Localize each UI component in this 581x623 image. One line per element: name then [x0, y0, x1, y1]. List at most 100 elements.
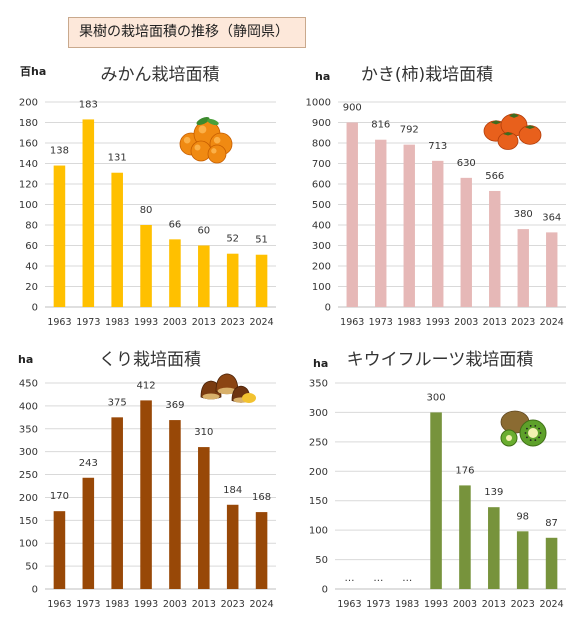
y-unit-label: 百ha	[20, 65, 46, 78]
data-label: 816	[371, 120, 390, 131]
y-unit-label: ha	[315, 70, 330, 83]
page-title: 果樹の栽培面積の推移（静岡県）	[68, 17, 306, 48]
x-tick-label: 2013	[483, 317, 507, 328]
x-tick-label: 2024	[249, 317, 273, 328]
x-tick-label: 2003	[453, 599, 477, 610]
data-label: 66	[169, 219, 182, 230]
x-tick-label: 1973	[366, 599, 390, 610]
x-tick-label: 1993	[424, 599, 448, 610]
x-tick-label: 1983	[105, 599, 129, 610]
data-label: 98	[516, 511, 529, 522]
x-tick-label: 2024	[249, 599, 273, 610]
data-label: 566	[485, 171, 504, 182]
persimmon-fruit-icon	[483, 113, 542, 150]
x-tick-label: 1963	[47, 317, 71, 328]
data-label: 364	[542, 212, 561, 223]
bar	[111, 172, 123, 307]
data-label: 184	[223, 485, 242, 496]
chart-2: かき(柿)栽培面積 ha 0 100 200 300 400 500 600 700 800 900 1…	[306, 65, 566, 328]
y-tick-label: 80	[25, 221, 38, 232]
x-tick-label: 1993	[134, 317, 158, 328]
data-label: 412	[137, 380, 156, 391]
missing-value-label: …	[344, 573, 354, 584]
x-tick-label: 1973	[76, 317, 100, 328]
bar	[169, 239, 181, 307]
y-tick-label: 160	[19, 139, 38, 150]
data-label: 792	[400, 125, 419, 136]
y-tick-label: 700	[312, 159, 331, 170]
data-label: 380	[514, 209, 533, 220]
x-tick-label: 2023	[511, 317, 535, 328]
y-tick-label: 200	[19, 493, 38, 504]
data-label: 131	[108, 153, 127, 164]
bar	[140, 225, 152, 307]
y-tick-label: 100	[312, 282, 331, 293]
bar	[53, 165, 66, 307]
x-tick-label: 2013	[192, 317, 216, 328]
bar	[53, 511, 66, 589]
y-unit-label: ha	[313, 357, 328, 370]
x-tick-label: 1983	[395, 599, 419, 610]
x-tick-label: 2003	[163, 317, 187, 328]
data-label: 52	[226, 234, 239, 245]
y-tick-label: 1000	[306, 98, 331, 109]
mikan-fruit-icon	[179, 116, 233, 164]
bar	[488, 507, 500, 589]
bar	[516, 531, 529, 589]
y-tick-label: 250	[309, 437, 328, 448]
y-tick-label: 0	[325, 303, 331, 314]
chestnut-icon	[200, 373, 256, 403]
x-tick-label: 1983	[397, 317, 421, 328]
kiwi-fruit-icon	[500, 410, 547, 447]
x-tick-label: 2003	[163, 599, 187, 610]
data-label: 243	[79, 458, 98, 469]
y-tick-label: 450	[19, 379, 38, 390]
y-tick-label: 150	[19, 516, 38, 527]
x-tick-label: 2024	[540, 317, 564, 328]
chart-3: くり栽培面積 ha 0 50 100 150 200 250 300 350 400 450 170 19…	[18, 350, 276, 610]
y-tick-label: 250	[19, 470, 38, 481]
y-tick-label: 900	[312, 118, 331, 129]
bar	[460, 177, 472, 307]
y-tick-label: 50	[315, 555, 328, 566]
bar	[546, 232, 558, 307]
x-tick-label: 1963	[340, 317, 364, 328]
data-label: 80	[140, 205, 153, 216]
bar	[346, 122, 358, 307]
y-tick-label: 50	[25, 562, 38, 573]
y-tick-label: 20	[25, 282, 38, 293]
y-tick-label: 180	[19, 118, 38, 129]
bar	[111, 417, 123, 589]
data-label: 139	[484, 487, 503, 498]
data-label: 310	[194, 427, 213, 438]
x-tick-label: 2023	[221, 317, 245, 328]
bar	[226, 504, 239, 589]
data-label: 300	[427, 392, 446, 403]
bar	[489, 190, 501, 307]
y-tick-label: 100	[309, 526, 328, 537]
y-tick-label: 200	[19, 98, 38, 109]
bar	[517, 229, 529, 307]
bar	[82, 477, 95, 589]
x-tick-label: 2023	[221, 599, 245, 610]
y-tick-label: 40	[25, 262, 38, 273]
data-label: 176	[455, 465, 474, 476]
x-tick-label: 1963	[337, 599, 361, 610]
y-tick-label: 300	[312, 241, 331, 252]
x-tick-label: 2003	[454, 317, 478, 328]
y-unit-label: ha	[18, 353, 33, 366]
bar	[459, 485, 471, 589]
bar	[255, 254, 268, 307]
y-tick-label: 60	[25, 241, 38, 252]
x-tick-label: 1973	[369, 317, 393, 328]
chart-1: みかん栽培面積 百ha 0 20 40 60 80 100 120 140 160 180 200 138…	[19, 65, 276, 328]
y-tick-label: 300	[309, 408, 328, 419]
bar	[82, 119, 95, 307]
missing-value-label: …	[373, 573, 383, 584]
bar	[169, 420, 181, 589]
y-tick-label: 350	[19, 424, 38, 435]
bar	[430, 412, 442, 589]
chart-title: キウイフルーツ栽培面積	[347, 350, 534, 370]
x-tick-label: 1993	[426, 317, 450, 328]
bar	[403, 144, 415, 307]
